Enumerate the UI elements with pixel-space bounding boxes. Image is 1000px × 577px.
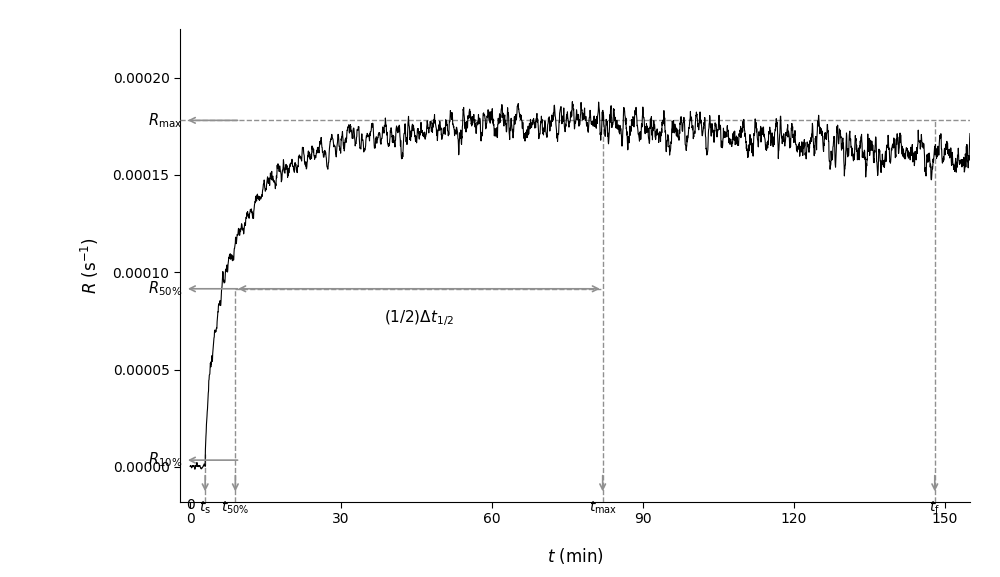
Text: 0: 0 bbox=[186, 498, 194, 512]
Text: $R_{\rm 50\%}$: $R_{\rm 50\%}$ bbox=[148, 279, 183, 298]
Text: $(1/2)\Delta t_{1/2}$: $(1/2)\Delta t_{1/2}$ bbox=[384, 308, 454, 328]
Text: $R_{\rm max}$: $R_{\rm max}$ bbox=[148, 111, 183, 130]
Text: $R_{\rm 10\%}$: $R_{\rm 10\%}$ bbox=[148, 451, 183, 470]
Text: $t_{\rm f}$: $t_{\rm f}$ bbox=[929, 500, 940, 516]
X-axis label: $t$ (min): $t$ (min) bbox=[547, 546, 603, 566]
Text: $t_{\rm 50\%}$: $t_{\rm 50\%}$ bbox=[221, 500, 250, 516]
Y-axis label: $R$ (s$^{-1}$): $R$ (s$^{-1}$) bbox=[79, 237, 101, 294]
Text: $t_{\rm s}$: $t_{\rm s}$ bbox=[199, 500, 211, 516]
Text: $t_{\rm max}$: $t_{\rm max}$ bbox=[589, 500, 617, 516]
